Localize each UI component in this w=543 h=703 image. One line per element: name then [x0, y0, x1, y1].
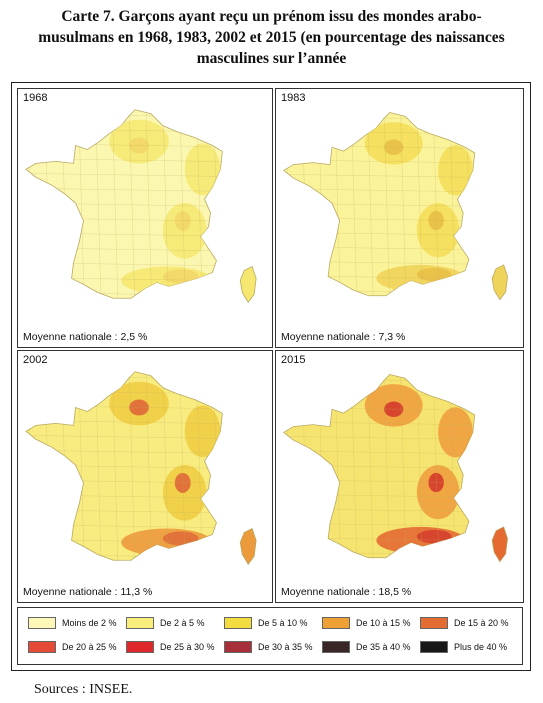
legend-swatch [420, 641, 448, 653]
national-average-label: Moyenne nationale : 18,5 % [281, 586, 412, 598]
legend-label: De 5 à 10 % [258, 618, 308, 628]
corsica [491, 264, 508, 301]
legend-swatch [28, 617, 56, 629]
rhone-region [162, 465, 207, 521]
lyon-region [428, 472, 444, 493]
legend-item: De 2 à 5 % [126, 617, 205, 629]
legend-swatch [224, 641, 252, 653]
map-year-label: 1983 [281, 92, 306, 104]
legend-swatch [126, 641, 154, 653]
legend-swatch [322, 617, 350, 629]
france-map-1983 [283, 112, 508, 301]
east-region [438, 145, 473, 196]
legend-label: De 35 à 40 % [356, 642, 411, 652]
france-map-2015 [283, 374, 508, 563]
legend-item: De 10 à 15 % [322, 617, 411, 629]
legend-label: De 20 à 25 % [62, 642, 117, 652]
legend-label: Moins de 2 % [62, 618, 117, 628]
rhone-region [162, 203, 207, 259]
marseille-region [416, 529, 452, 544]
france-map-1968 [25, 109, 257, 303]
legend-label: De 25 à 30 % [160, 642, 215, 652]
legend-swatch [224, 617, 252, 629]
lyon-region [174, 210, 191, 231]
east-region [438, 407, 473, 458]
lyon-region [174, 472, 191, 493]
legend-item: De 20 à 25 % [28, 641, 117, 653]
corsica [491, 526, 508, 563]
map-year-label: 1968 [23, 92, 48, 104]
map-title: Carte 7. Garçons ayant reçu un prénom is… [20, 6, 523, 69]
marseille-region [162, 531, 199, 546]
legend-swatch [322, 641, 350, 653]
legend-item: De 15 à 20 % [420, 617, 509, 629]
legend-label: De 2 à 5 % [160, 618, 205, 628]
legend-item: De 5 à 10 % [224, 617, 308, 629]
east-region [184, 405, 221, 458]
legend-label: De 30 à 35 % [258, 642, 313, 652]
title-line-3: masculines sur l’année [196, 50, 347, 67]
east-region [184, 143, 221, 196]
legend-item: Moins de 2 % [28, 617, 117, 629]
map-legend: Moins de 2 % De 2 à 5 % De 5 à 10 % De 1… [17, 607, 523, 665]
map-panel-1983: 1983 Moyenne nationale : 7,3 % [275, 88, 524, 348]
map-year-label: 2015 [281, 354, 306, 366]
maps-frame: 1968 Moyenne nationale : 2,5 % 1983 Moye… [11, 82, 531, 671]
legend-label: De 10 à 15 % [356, 618, 411, 628]
marseille-region [162, 269, 199, 284]
france-map-2002 [25, 371, 257, 565]
lyon-region [428, 210, 444, 231]
legend-label: De 15 à 20 % [454, 618, 509, 628]
map-year-label: 2002 [23, 354, 48, 366]
legend-item: Plus de 40 % [420, 641, 507, 653]
map-panel-2002: 2002 Moyenne nationale : 11,3 % [17, 350, 273, 603]
national-average-label: Moyenne nationale : 7,3 % [281, 331, 406, 343]
national-average-label: Moyenne nationale : 11,3 % [23, 586, 153, 598]
corsica [239, 527, 257, 565]
title-line-1: Carte 7. Garçons ayant reçu un prénom is… [61, 8, 482, 25]
legend-label: Plus de 40 % [454, 642, 508, 652]
national-average-label: Moyenne nationale : 2,5 % [23, 331, 148, 343]
legend-swatch [28, 641, 56, 653]
marseille-region [416, 267, 452, 282]
legend-item: De 30 à 35 % [224, 641, 313, 653]
legend-item: De 35 à 40 % [322, 641, 411, 653]
legend-item: De 25 à 30 % [126, 641, 215, 653]
corsica [239, 265, 257, 303]
sources-note: Sources : INSEE. [34, 682, 133, 697]
legend-swatch [126, 617, 154, 629]
title-line-2: musulmans en 1968, 1983, 2002 et 2015 (e… [38, 29, 505, 46]
rhone-region [416, 465, 460, 520]
map-panel-2015: 2015 Moyenne nationale : 18,5 % [275, 350, 524, 603]
map-panel-1968: 1968 Moyenne nationale : 2,5 % [17, 88, 273, 348]
rhone-region [416, 203, 460, 258]
legend-swatch [420, 617, 448, 629]
